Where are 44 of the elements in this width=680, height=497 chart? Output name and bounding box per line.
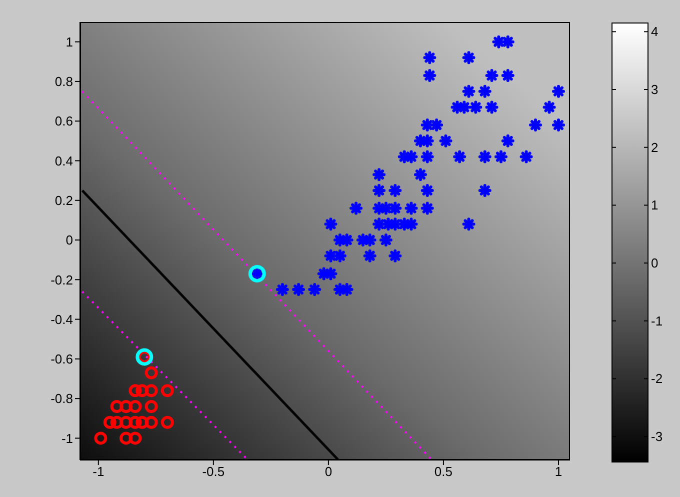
point (120, 432, 133, 445)
color-bar-label: -2 (651, 371, 663, 386)
y-tick-label: 1 (66, 34, 73, 50)
color-bar-label: -1 (651, 313, 663, 328)
point (120, 400, 133, 413)
x-tick-label: 1 (554, 464, 562, 480)
color-bar-label: 4 (651, 24, 658, 40)
point (248, 264, 266, 282)
color-bar-label: 3 (651, 82, 658, 98)
color-bar-label: 0 (651, 256, 658, 271)
point (128, 416, 142, 429)
x-tick-label: -1 (92, 464, 104, 480)
point (144, 416, 158, 429)
point (160, 416, 174, 429)
point (144, 400, 158, 413)
y-tick-label: 0.8 (54, 74, 73, 90)
point (128, 400, 142, 413)
point (110, 400, 124, 413)
y-tick-label: 0.4 (54, 153, 73, 168)
y-tick-label: -1 (61, 430, 73, 446)
point (94, 432, 108, 445)
y-tick-label: -0.6 (50, 352, 73, 367)
point (144, 366, 158, 380)
point (136, 384, 149, 398)
y-tick-label: 0 (66, 232, 73, 248)
point (160, 384, 174, 398)
y-tick-label: 0.6 (54, 114, 73, 129)
color-bar-label: -3 (651, 429, 663, 444)
x-tick-label: -0.5 (202, 464, 225, 480)
y-tick-label: -0.8 (50, 391, 73, 406)
point (144, 384, 158, 398)
color-bar-label: 1 (651, 198, 658, 213)
y-tick-label: -0.2 (50, 272, 73, 288)
point (136, 416, 149, 429)
color-bar-label: 2 (651, 140, 658, 155)
point (128, 384, 142, 398)
point (103, 416, 116, 429)
x-tick-label: 0.5 (434, 464, 453, 480)
x-tick-label: 0 (324, 464, 332, 480)
point (120, 416, 133, 429)
point (128, 432, 142, 445)
y-tick-label: 0.2 (54, 192, 73, 208)
point (110, 416, 124, 429)
y-tick-label: -0.4 (50, 312, 73, 327)
